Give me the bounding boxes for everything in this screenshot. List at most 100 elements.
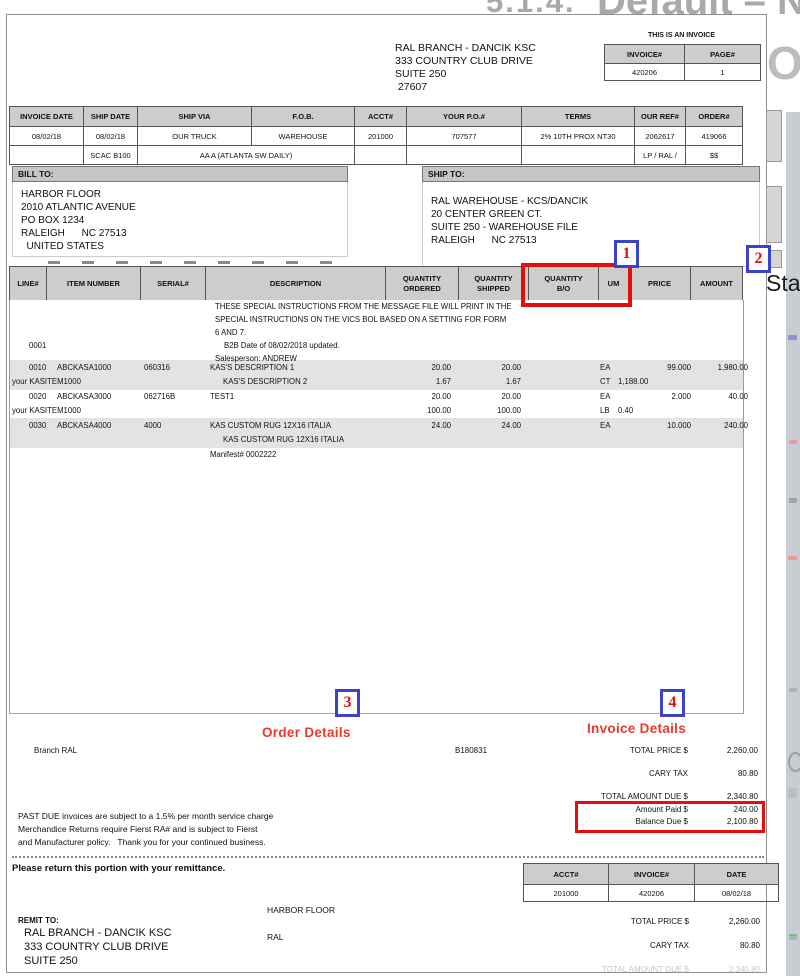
shaded-row-band [10,360,743,390]
qty-ordered: 1.67 [435,377,451,386]
callout-marker-2: 2 [746,245,771,273]
unit-price: 2.000 [671,392,691,401]
remit-total-price-label: TOTAL PRICE $ [630,917,689,926]
adjacent-window-strip [786,112,800,976]
items-header-um: UM [598,266,629,301]
unit-of-measure: LB [600,406,610,415]
qty-ordered: 24.00 [431,421,451,430]
line-number: 0020 [29,392,47,401]
serial-number: 4000 [144,421,162,430]
serial-number: 060316 [144,363,171,372]
items-table-body: THESE SPECIAL INSTRUCTIONS FROM THE MESS… [9,300,748,714]
line-number: 0030 [29,421,47,430]
qty-ordered: 100.00 [427,406,451,415]
branch-address-line: 333 COUNTRY CLUB DRIVE [395,55,533,67]
bill-to-label: BILL TO: [12,166,348,182]
terms: 2% 10TH PROX NT30 [521,126,635,146]
remit-date-value: 08/02/18 [694,884,779,902]
page-number-header: PAGE# [684,44,761,64]
meta-blank [354,145,407,165]
strip-artifact [788,335,797,340]
meta-header: ACCT# [354,106,407,127]
total-price-label: TOTAL PRICE $ [629,746,688,755]
qty-shipped: 24.00 [501,421,521,430]
b2b-date-note: B2B Date of 08/02/2018 updated. [224,341,340,350]
total-due-value: 2,340.80 [726,792,758,801]
clipped-cell-artifact [766,186,782,243]
customer-item-number: your KASITEM1000 [12,406,81,415]
item-number: ABCKASA1000 [57,363,112,372]
qty-shipped: 1.67 [505,377,521,386]
salesperson-note: Salesperson: ANDREW [215,354,297,363]
balance-highlight-rect [575,801,765,833]
remittance-table: ACCT# INVOICE# DATE 201000 420206 08/02/… [523,863,779,902]
strip-artifact [789,498,797,503]
items-header-serial: SERIAL# [140,266,206,301]
order-details-label: Order Details [262,725,351,740]
page-number-value: 1 [684,63,761,81]
meta-blank [9,145,84,165]
meta-header: TERMS [521,106,635,127]
bill-to-address: HARBOR FLOOR 2010 ATLANTIC AVENUE PO BOX… [12,182,348,257]
ship-via: OUR TRUCK [137,126,252,146]
callout-marker-1: 1 [614,240,639,268]
remit-acct-header: ACCT# [523,863,609,885]
remit-acct-value: 201000 [523,884,609,902]
callout-marker-3: 3 [335,689,360,717]
line-amount: 240.00 [724,421,748,430]
unit-price: 0.40 [618,406,634,415]
strip-artifact [788,788,797,798]
meta-header: F.O.B. [251,106,355,127]
remit-to-address: RAL BRANCH - DANCIK KSC 333 COUNTRY CLUB… [24,927,172,967]
scac-code: SCAC B100 [83,145,138,165]
unit-of-measure: EA [600,392,611,401]
clipped-total-due-row: TOTAL AMOUNT DUE $ 2,340.80 [500,965,780,974]
customer-item-number: your KASITEM1000 [12,377,81,386]
clipped-cell-artifact [766,110,782,162]
line-number: 0010 [29,363,47,372]
past-due-note-line: PAST DUE invoices are subject to a 1.5% … [18,811,274,821]
ship-to-address: RAL WAREHOUSE - KCS/DANCIK 20 CENTER GRE… [422,182,760,267]
items-header-qty-ordered: QUANTITY ORDERED [385,266,459,301]
line-amount: 1,980.00 [717,363,748,372]
qty-ordered: 20.00 [431,392,451,401]
fob: WAREHOUSE [251,126,355,146]
background-partial-letter: O [767,37,800,89]
invoice-meta-table: INVOICE DATE SHIP DATE SHIP VIA F.O.B. A… [9,106,743,165]
meta-header: ORDER# [685,106,743,127]
strip-artifact [788,556,797,560]
unit-price: 1,188.00 [618,377,649,386]
special-instructions-line: THESE SPECIAL INSTRUCTIONS FROM THE MESS… [215,302,512,311]
remit-date-header: DATE [694,863,779,885]
remit-tax-value: 80.80 [739,941,760,950]
item-description: KAS CUSTOM RUG 12X16 ITALIA [210,421,332,430]
items-header-amount: AMOUNT [690,266,743,301]
past-due-note-line: and Manufacturer policy. Thank you for y… [18,837,266,847]
items-header-description: DESCRIPTION [205,266,386,301]
meta-blank [521,145,635,165]
strip-artifact [789,688,797,692]
invoice-details-label: Invoice Details [587,721,687,736]
item-number: ABCKASA3000 [57,392,112,401]
branch-address-block: RAL BRANCH - DANCIK KSC 333 COUNTRY CLUB… [395,42,536,94]
meta-header: OUR REF# [634,106,686,127]
ship-to-label: SHIP TO: [422,166,760,182]
qty-shipped: 20.00 [501,392,521,401]
strip-artifact [789,440,797,444]
remit-invoice-value: 420206 [608,884,695,902]
balance-due-label: Balance Due $ [635,817,688,826]
invoice-number-header: INVOICE# [604,44,685,64]
qty-ordered: 20.00 [431,363,451,372]
unit-price: 10.000 [667,421,691,430]
clipped-total-due-value: 2,340.80 [728,965,760,974]
clipped-total-due-label: TOTAL AMOUNT DUE $ [602,965,689,974]
po-number: 707577 [406,126,522,146]
total-due-label: TOTAL AMOUNT DUE $ [601,792,688,801]
clipped-text-sliver [48,261,348,264]
qty-shipped: 100.00 [497,406,521,415]
serial-number: 062716B [144,392,176,401]
unit-of-measure: EA [600,421,611,430]
items-header-price: PRICE [628,266,691,301]
meta-blank [406,145,522,165]
invoice-banner: THIS IS AN INVOICE [648,32,716,39]
